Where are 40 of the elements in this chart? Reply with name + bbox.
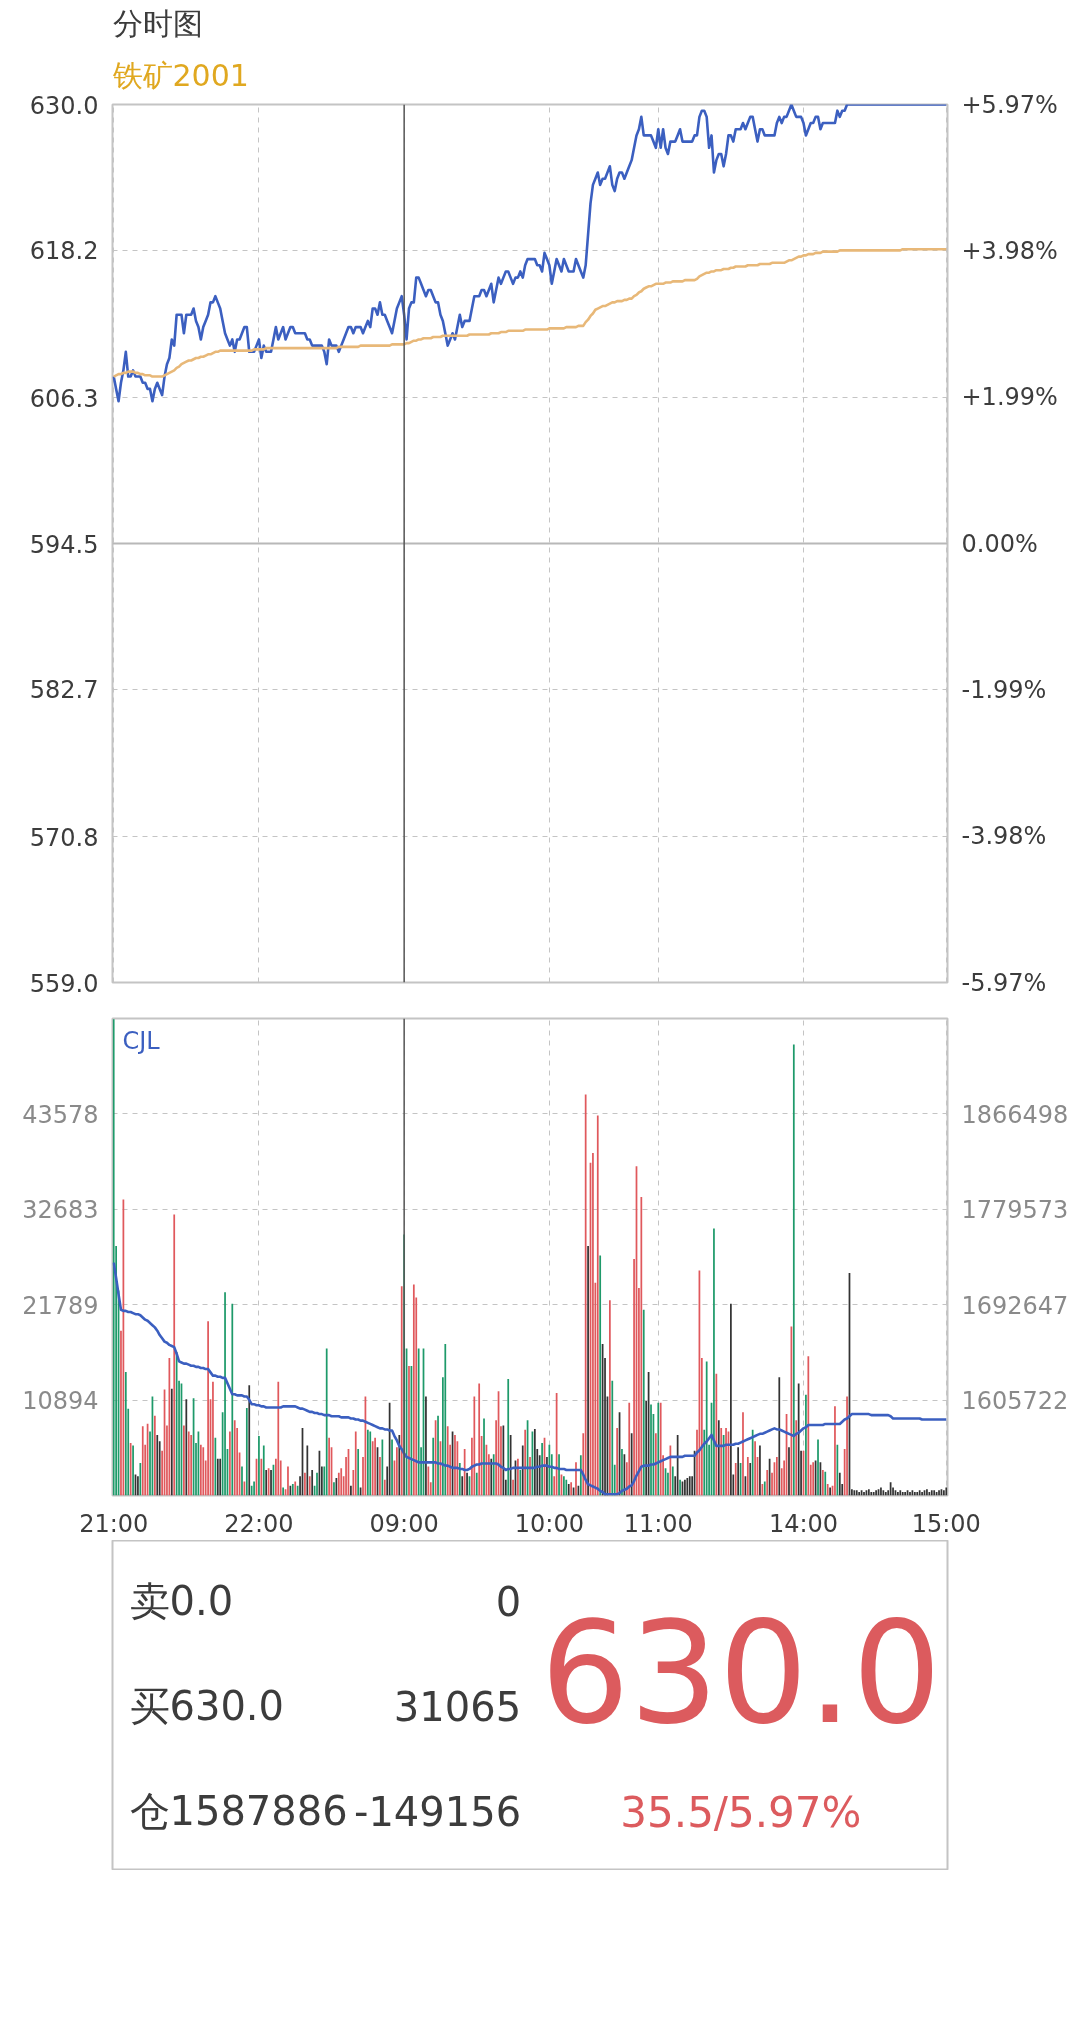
text: -149156 — [353, 1788, 522, 1835]
y2-tick-label: -1.99% — [961, 675, 1047, 704]
y2-tick-label: +1.99% — [961, 383, 1058, 412]
x-tick-label: 14:00 — [768, 1509, 839, 1538]
text: 卖0.0 — [129, 1577, 234, 1624]
y2-tick-label: 1692647 — [961, 1291, 1069, 1320]
y2-tick-label: 1866498 — [961, 1100, 1069, 1129]
y-tick-label: 43578 — [22, 1100, 99, 1129]
y-tick-label: 594.5 — [29, 530, 99, 559]
text: 630.0 — [540, 1592, 942, 1755]
x-tick-label: 21:00 — [79, 1509, 149, 1538]
y2-tick-label: -3.98% — [961, 822, 1047, 851]
chart-title: 分时图 — [112, 5, 203, 41]
y-tick-label: 10894 — [22, 1387, 99, 1416]
y2-tick-label: 1605722 — [961, 1387, 1069, 1416]
y-tick-label: 570.8 — [29, 823, 99, 852]
y-tick-label: 582.7 — [29, 676, 99, 705]
x-tick-label: 11:00 — [623, 1509, 693, 1538]
y-tick-label: 606.3 — [29, 384, 99, 413]
y2-tick-label: 1779573 — [961, 1196, 1069, 1225]
y2-tick-label: +5.97% — [961, 90, 1058, 119]
text: 35.5/5.97% — [620, 1788, 862, 1837]
y2-tick-label: 0.00% — [961, 529, 1038, 558]
annotation: CJL — [122, 1026, 161, 1055]
x-tick-label: 09:00 — [369, 1509, 439, 1538]
x-tick-label: 15:00 — [911, 1509, 981, 1538]
text: 买630.0 — [129, 1682, 285, 1729]
y-tick-label: 559.0 — [29, 969, 99, 998]
y-tick-label: 618.2 — [29, 237, 99, 266]
y-tick-label: 21789 — [22, 1291, 99, 1320]
y2-tick-label: -5.97% — [961, 968, 1047, 997]
y-tick-label: 630.0 — [29, 91, 99, 120]
x-tick-label: 22:00 — [224, 1509, 294, 1538]
chart-subtitle: 铁矿2001 — [111, 57, 249, 93]
text: 0 — [495, 1578, 522, 1625]
text: 31065 — [393, 1683, 522, 1730]
x-tick-label: 10:00 — [514, 1509, 584, 1538]
y2-tick-label: +3.98% — [961, 236, 1058, 265]
y-tick-label: 32683 — [22, 1196, 99, 1225]
text: 仓1587886 — [129, 1787, 348, 1834]
